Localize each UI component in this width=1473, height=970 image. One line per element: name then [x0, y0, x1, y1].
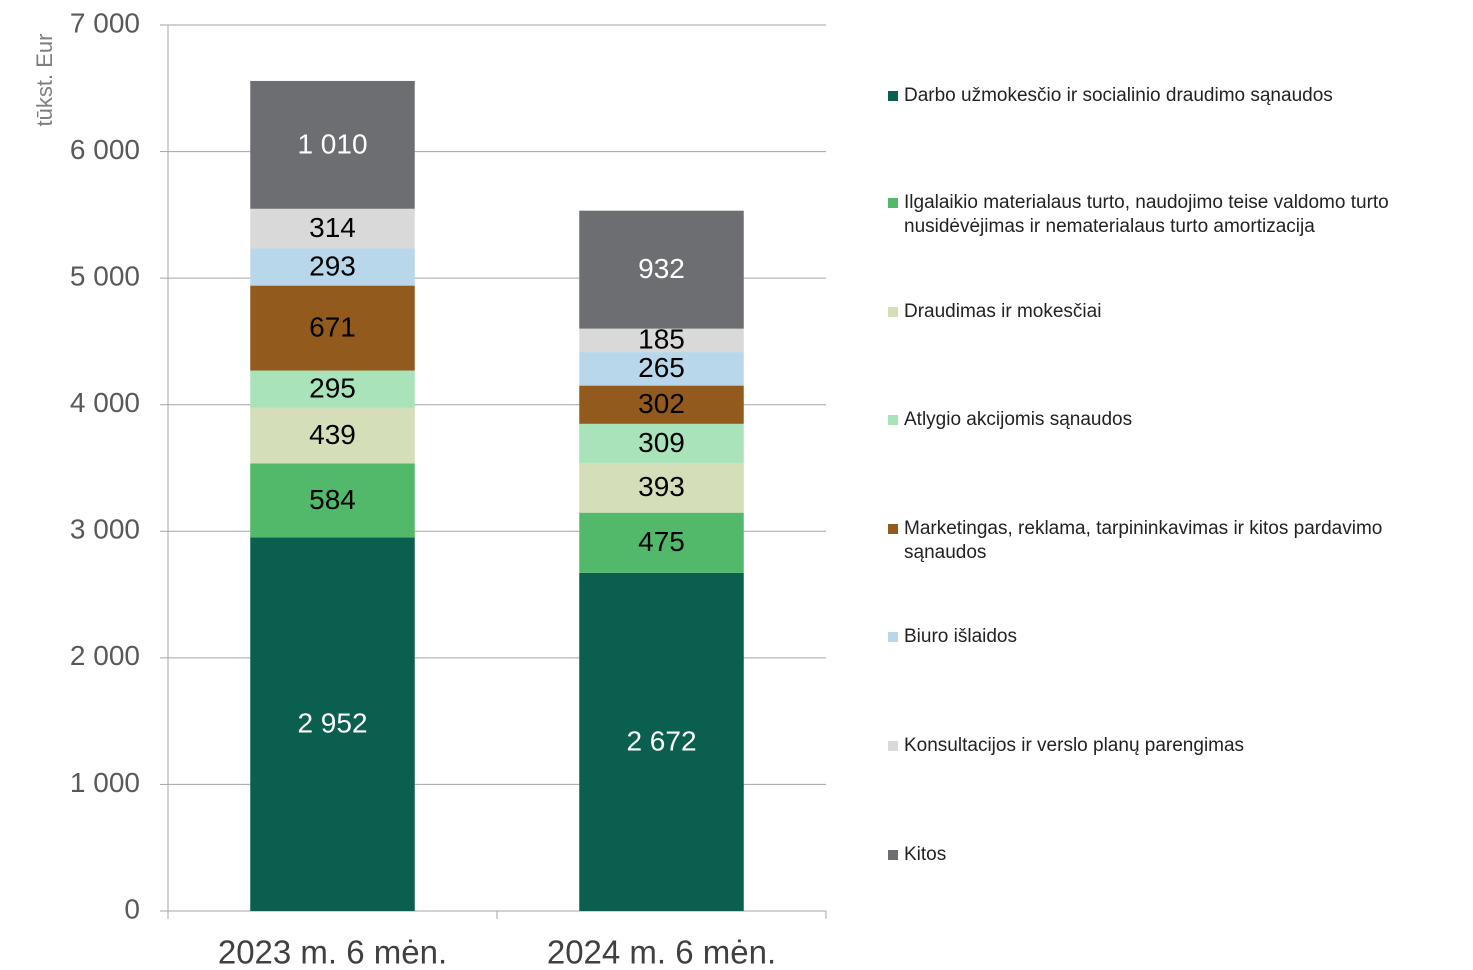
legend-label: Marketingas, reklama, tarpininkavimas ir… [904, 518, 1383, 563]
bar-segment [250, 537, 415, 911]
legend-label: Darbo užmokesčio ir socialinio draudimo … [904, 85, 1333, 106]
data-label: 302 [638, 388, 685, 419]
bar-segment [579, 423, 744, 463]
bar-segment [250, 208, 415, 249]
legend-swatch [888, 524, 898, 534]
legend-item: Darbo užmokesčio ir socialinio draudimo … [888, 84, 1463, 108]
y-tick-label: 7 000 [70, 7, 140, 38]
bar-segment [579, 385, 744, 424]
legend-label: Biuro išlaidos [904, 626, 1017, 647]
bar-segment [579, 210, 744, 329]
legend-label: Atlygio akcijomis sąnaudos [904, 409, 1133, 430]
y-tick-label: 2 000 [70, 640, 140, 671]
x-tick-label: 2024 m. 6 mėn. [547, 934, 776, 970]
legend-label: Konsultacijos ir verslo planų parengimas [904, 735, 1245, 756]
bar-segment [250, 285, 415, 371]
data-label: 293 [309, 250, 356, 281]
legend-label: Kitos [904, 844, 947, 865]
legend-item: Draudimas ir mokesčiai [888, 300, 1463, 324]
data-label: 2 952 [297, 708, 367, 739]
bar-segment [579, 572, 744, 911]
data-label: 439 [309, 419, 356, 450]
y-tick-label: 0 [124, 893, 140, 924]
data-label: 295 [309, 373, 356, 404]
data-label: 314 [309, 212, 356, 243]
legend-swatch [888, 198, 898, 208]
data-label: 393 [638, 471, 685, 502]
y-tick-label: 1 000 [70, 767, 140, 798]
data-label: 475 [638, 526, 685, 557]
legend-swatch [888, 850, 898, 860]
bar-segment [579, 328, 744, 353]
x-tick-label: 2023 m. 6 mėn. [218, 934, 447, 970]
legend-swatch [888, 632, 898, 642]
legend-item: Konsultacijos ir verslo planų parengimas [888, 734, 1463, 758]
data-label: 671 [309, 311, 356, 342]
legend-label: Draudimas ir mokesčiai [904, 301, 1102, 322]
data-label: 265 [638, 352, 685, 383]
bar-segment [579, 462, 744, 513]
bar-segment [579, 352, 744, 386]
data-label: 1 010 [297, 128, 367, 159]
y-tick-label: 5 000 [70, 261, 140, 292]
bar-segment [250, 463, 415, 538]
bar-segment [250, 80, 415, 209]
bar-segment [250, 407, 415, 464]
legend-label: Ilgalaikio materialaus turto, naudojimo … [904, 192, 1389, 237]
y-tick-label: 3 000 [70, 514, 140, 545]
data-label: 932 [638, 253, 685, 284]
bar-segment [250, 248, 415, 286]
legend-item: Atlygio akcijomis sąnaudos [888, 408, 1463, 432]
legend-swatch [888, 415, 898, 425]
legend-swatch [888, 741, 898, 751]
data-label: 185 [638, 324, 685, 355]
bar-segment [579, 512, 744, 573]
legend-swatch [888, 307, 898, 317]
legend-item: Kitos [888, 843, 1463, 867]
data-label: 2 672 [626, 725, 696, 756]
data-label: 309 [638, 427, 685, 458]
bar-segment [250, 370, 415, 408]
y-tick-label: 4 000 [70, 387, 140, 418]
data-label: 584 [309, 484, 356, 515]
legend-item: Ilgalaikio materialaus turto, naudojimo … [888, 191, 1463, 239]
legend-item: Biuro išlaidos [888, 625, 1463, 649]
legend-item: Marketingas, reklama, tarpininkavimas ir… [888, 517, 1463, 565]
y-tick-label: 6 000 [70, 134, 140, 165]
legend-swatch [888, 91, 898, 101]
y-axis-label: tūkst. Eur [32, 34, 57, 127]
